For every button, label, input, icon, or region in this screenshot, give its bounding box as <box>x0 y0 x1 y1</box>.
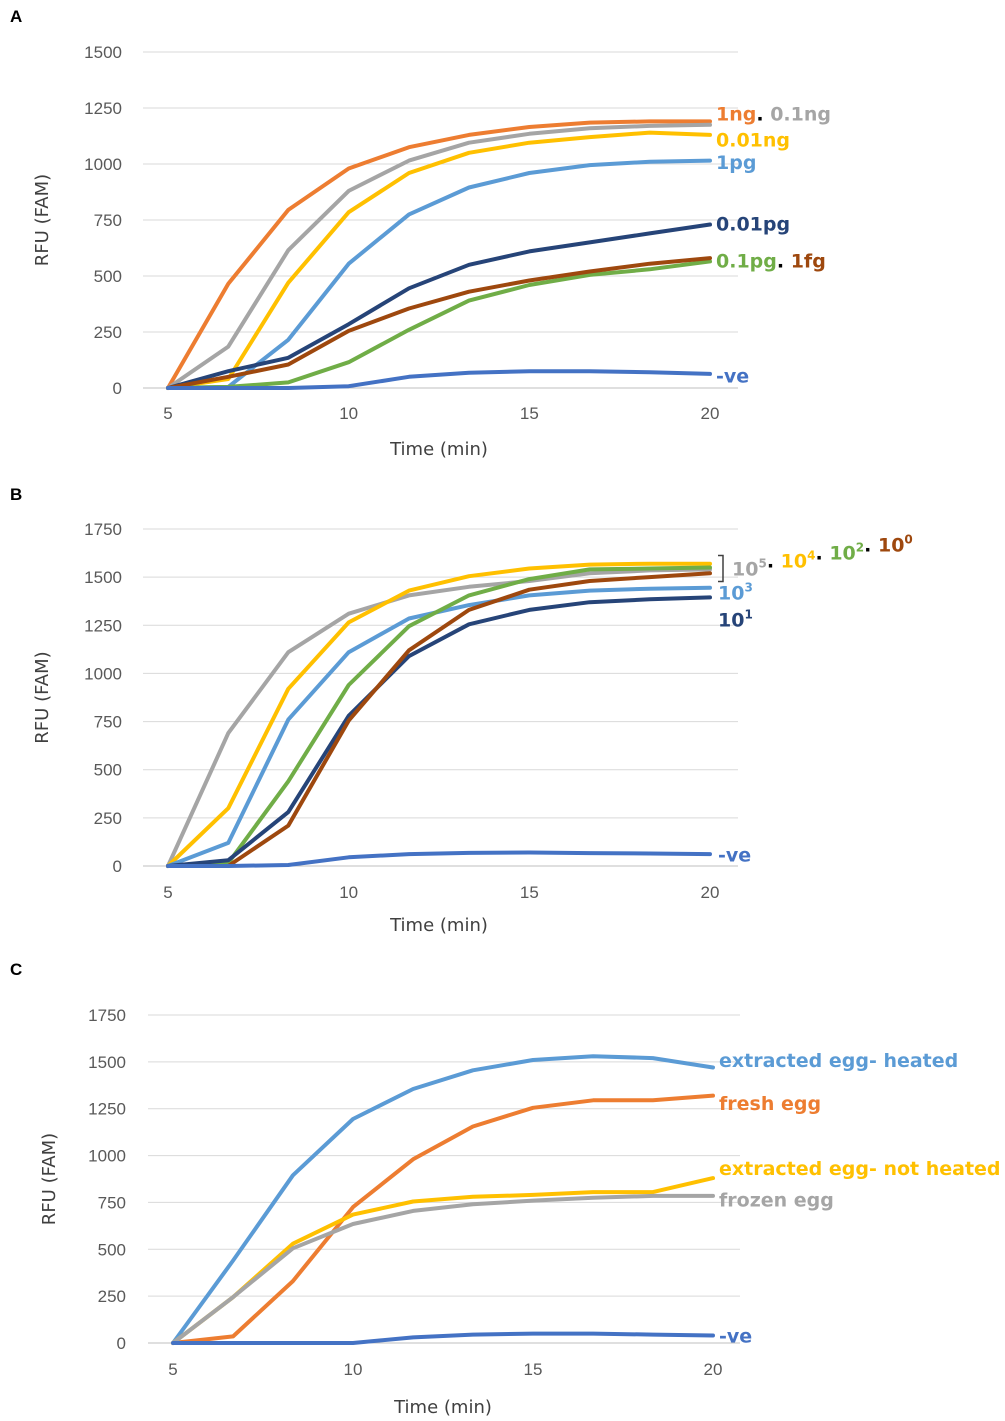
x-tick-label: 20 <box>704 1360 723 1379</box>
series-line-1pg <box>166 158 712 390</box>
chart-panel-b: B 0 250 500 750 1000 1250 1500 1750 5 10 15 20 Time (… <box>10 485 913 936</box>
series-line-10e0 <box>166 571 712 868</box>
y-tick-label: 250 <box>94 809 122 828</box>
y-tick-label: 750 <box>98 1193 126 1212</box>
y-tick-label: 250 <box>98 1287 126 1306</box>
series-line-1fg <box>166 256 712 390</box>
x-tick-label: 5 <box>163 883 172 902</box>
x-tick-label: 10 <box>344 1360 363 1379</box>
y-tick-label: 1250 <box>84 99 122 118</box>
series-line-10e5 <box>166 567 712 868</box>
series-end-label: -ve <box>716 366 749 388</box>
x-tick-label: 10 <box>339 404 358 423</box>
y-tick-label: 1750 <box>88 1006 126 1025</box>
y-tick-label: 500 <box>94 761 122 780</box>
y-axis-title: RFU (FAM) <box>39 1133 60 1225</box>
chart-panel-a: A 0 250 500 750 1000 1250 1500 5 10 15 20 Time (min)… <box>10 7 831 460</box>
x-axis-title: Time (min) <box>389 439 488 460</box>
x-tick-label: 15 <box>520 883 539 902</box>
series-end-label: 105. 104. 102. 100 <box>732 532 913 580</box>
y-tick-label: 1250 <box>88 1100 126 1119</box>
x-tick-label: 5 <box>163 404 172 423</box>
y-tick-label: 500 <box>98 1240 126 1259</box>
y-axis-title: RFU (FAM) <box>32 174 53 266</box>
y-tick-label: 1750 <box>84 520 122 539</box>
series-line-10e4 <box>166 561 712 868</box>
x-tick-label: 15 <box>520 404 539 423</box>
y-tick-label: 500 <box>94 267 122 286</box>
x-tick-label: 20 <box>701 404 720 423</box>
series-line-extracted-egg-heated <box>171 1054 715 1345</box>
y-tick-label: 0 <box>113 857 122 876</box>
series-end-label: extracted egg- heated <box>719 1050 958 1072</box>
series-line-0-1pg <box>166 259 712 390</box>
series-end-label: -ve <box>719 1326 752 1348</box>
series-end-label: 0.1pg. 1fg <box>716 250 826 272</box>
series-end-label: 1pg <box>716 152 756 174</box>
series-end-label: 101 <box>718 608 753 632</box>
y-tick-label: 0 <box>117 1334 126 1353</box>
y-tick-label: 1000 <box>88 1147 126 1166</box>
x-tick-label: 10 <box>339 883 358 902</box>
panel-letter: A <box>10 7 22 26</box>
series-end-label: 1ng. 0.1ng <box>716 104 831 126</box>
series-line-10e1 <box>166 595 712 868</box>
y-tick-label: 250 <box>94 323 122 342</box>
y-tick-label: 750 <box>94 713 122 732</box>
x-axis-title: Time (min) <box>393 1397 492 1418</box>
y-tick-label: 1000 <box>84 664 122 683</box>
chart-panel-c: C 0 250 500 750 1000 1250 1500 1750 5 10 15 20 Time (… <box>10 960 1001 1418</box>
y-axis-title: RFU (FAM) <box>32 651 53 743</box>
series-end-label: 0.01pg <box>716 213 790 235</box>
series-end-label: 0.01ng <box>716 129 790 151</box>
y-tick-label: 0 <box>113 379 122 398</box>
y-tick-label: 1500 <box>88 1053 126 1072</box>
panel-letter: C <box>10 960 22 979</box>
series-line-0-1ng <box>166 122 712 390</box>
y-tick-label: 1000 <box>84 155 122 174</box>
panel-letter: B <box>10 485 22 504</box>
y-tick-label: 750 <box>94 211 122 230</box>
series-line-1ng <box>166 119 712 390</box>
series-line-10e2 <box>166 565 712 868</box>
series-line-frozen-egg <box>171 1193 715 1345</box>
series-line-0-01pg <box>166 222 712 390</box>
x-tick-label: 15 <box>524 1360 543 1379</box>
series-line-fresh-egg <box>171 1093 715 1345</box>
y-tick-label: 1250 <box>84 616 122 635</box>
series-line-ve <box>166 369 712 390</box>
x-tick-label: 5 <box>168 1360 177 1379</box>
y-tick-label: 1500 <box>84 568 122 587</box>
x-tick-label: 20 <box>701 883 720 902</box>
x-axis-title: Time (min) <box>389 915 488 936</box>
series-end-label: extracted egg- not heated <box>719 1158 1001 1180</box>
y-tick-label: 1500 <box>84 43 122 62</box>
series-line-ve <box>171 1331 715 1345</box>
label-bracket <box>718 554 724 583</box>
series-end-label: fresh egg <box>719 1093 821 1115</box>
series-end-label: 103 <box>718 581 753 605</box>
series-line-ve <box>166 850 712 868</box>
series-line-0-01ng <box>166 130 712 390</box>
series-end-label: frozen egg <box>719 1190 834 1212</box>
series-end-label: -ve <box>718 844 751 866</box>
